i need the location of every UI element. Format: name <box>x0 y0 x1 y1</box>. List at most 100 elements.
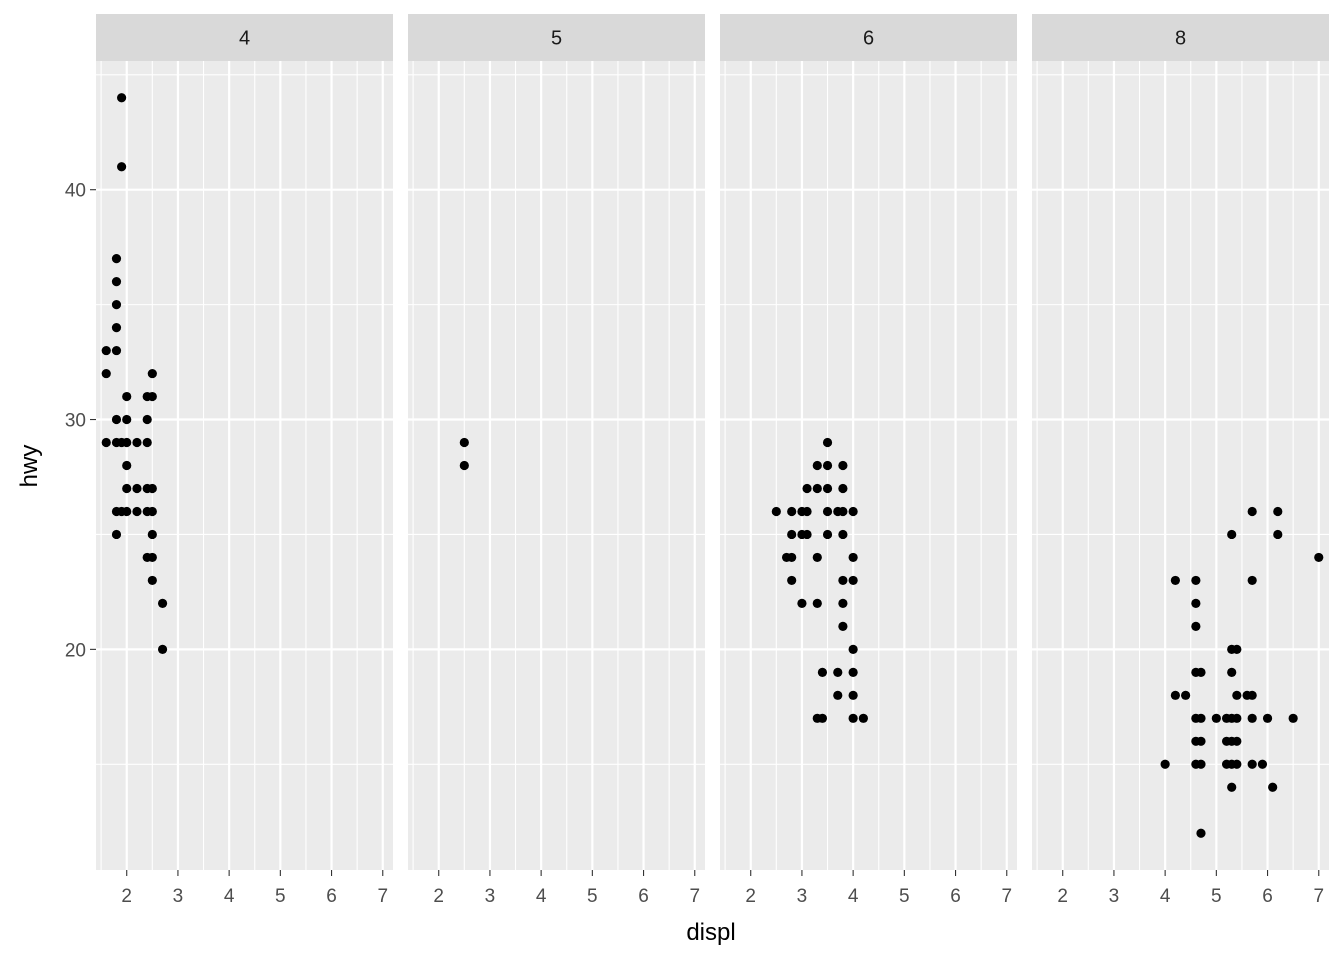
data-point <box>111 345 122 356</box>
data-point <box>1232 713 1242 723</box>
data-point <box>1170 690 1180 700</box>
data-point <box>122 414 132 425</box>
data-point <box>147 391 157 402</box>
data-point <box>122 483 132 494</box>
data-point <box>122 437 132 448</box>
data-point <box>147 552 157 563</box>
x-axis-title: displ <box>686 919 735 946</box>
data-point <box>122 391 132 402</box>
data-point <box>848 575 858 586</box>
x-tick-label: 2 <box>745 886 756 907</box>
x-tick-label: 6 <box>638 886 649 907</box>
y-tick-label: 30 <box>65 411 86 432</box>
data-point <box>787 552 797 563</box>
data-point <box>838 506 848 517</box>
data-point <box>101 368 111 379</box>
data-point <box>1247 690 1257 700</box>
data-point <box>122 506 132 517</box>
data-point <box>117 162 127 172</box>
data-point <box>132 506 142 517</box>
data-point <box>111 529 122 540</box>
data-point <box>1211 713 1221 723</box>
x-tick-label: 7 <box>377 886 388 907</box>
data-point <box>1181 690 1191 700</box>
data-point <box>822 437 833 448</box>
data-point <box>117 93 127 103</box>
data-point <box>1196 736 1206 746</box>
data-point <box>822 529 833 540</box>
data-point <box>1196 713 1206 723</box>
data-point <box>1191 621 1201 631</box>
facet-panel: 6 2 3 4 5 6 7 <box>720 14 1017 907</box>
x-tick-label: 4 <box>224 886 235 907</box>
data-point <box>802 529 812 540</box>
data-point <box>111 254 122 264</box>
data-point <box>812 598 822 608</box>
facet-strip <box>720 14 1017 61</box>
data-point <box>1170 575 1180 586</box>
x-tick-label: 4 <box>536 886 547 907</box>
x-tick-label: 4 <box>1160 886 1171 907</box>
data-point <box>1314 552 1324 563</box>
x-tick-label: 4 <box>848 886 859 907</box>
data-point <box>817 713 828 723</box>
data-point <box>858 713 868 723</box>
data-point <box>848 552 858 563</box>
data-point <box>1247 759 1257 769</box>
data-point <box>1273 529 1283 540</box>
data-point <box>1232 759 1242 769</box>
data-point <box>838 529 848 540</box>
data-point <box>1232 736 1242 746</box>
data-point <box>822 506 833 517</box>
data-point <box>1160 759 1170 769</box>
x-tick-label: 7 <box>1001 886 1012 907</box>
data-point <box>1288 713 1298 723</box>
data-point <box>812 552 822 563</box>
data-point <box>848 506 858 517</box>
data-point <box>1191 598 1201 608</box>
facet-strip <box>1032 14 1329 61</box>
data-point <box>833 690 843 700</box>
panel-background <box>96 61 393 870</box>
data-point <box>787 506 797 517</box>
data-point <box>142 437 152 448</box>
x-tick-label: 5 <box>1211 886 1222 907</box>
data-point <box>822 460 833 471</box>
data-point <box>833 667 843 677</box>
data-point <box>1232 644 1242 654</box>
y-axis: 20 30 40 <box>65 181 96 661</box>
data-point <box>1227 529 1237 540</box>
x-tick-label: 7 <box>689 886 700 907</box>
data-point <box>111 414 122 425</box>
data-point <box>157 598 168 608</box>
data-point <box>142 414 152 425</box>
data-point <box>1262 713 1273 723</box>
data-point <box>1191 575 1201 586</box>
facet-panels: 4 2 3 4 5 6 7 5 2 3 4 5 6 7 6 2 3 4 5 6 7 8 2 3 4 5 6 7 <box>96 14 1329 907</box>
x-tick-label: 2 <box>121 886 132 907</box>
data-point <box>101 437 111 448</box>
data-point <box>812 483 822 494</box>
facet-strip <box>96 14 393 61</box>
data-point <box>1196 667 1206 677</box>
data-point <box>802 506 812 517</box>
x-tick-label: 6 <box>950 886 961 907</box>
data-point <box>1227 782 1237 792</box>
data-point <box>1257 759 1268 769</box>
x-tick-label: 2 <box>433 886 444 907</box>
facet-strip <box>408 14 705 61</box>
data-point <box>1247 506 1257 517</box>
data-point <box>101 345 111 356</box>
data-point <box>459 437 469 448</box>
x-tick-label: 3 <box>173 886 184 907</box>
x-tick-label: 6 <box>1262 886 1273 907</box>
data-point <box>132 483 142 494</box>
data-point <box>848 667 858 677</box>
data-point <box>122 460 132 471</box>
facet-strip-label: 6 <box>863 28 874 50</box>
data-point <box>848 644 858 654</box>
facet-strip-label: 4 <box>239 28 250 50</box>
data-point <box>797 598 807 608</box>
x-tick-label: 6 <box>326 886 337 907</box>
